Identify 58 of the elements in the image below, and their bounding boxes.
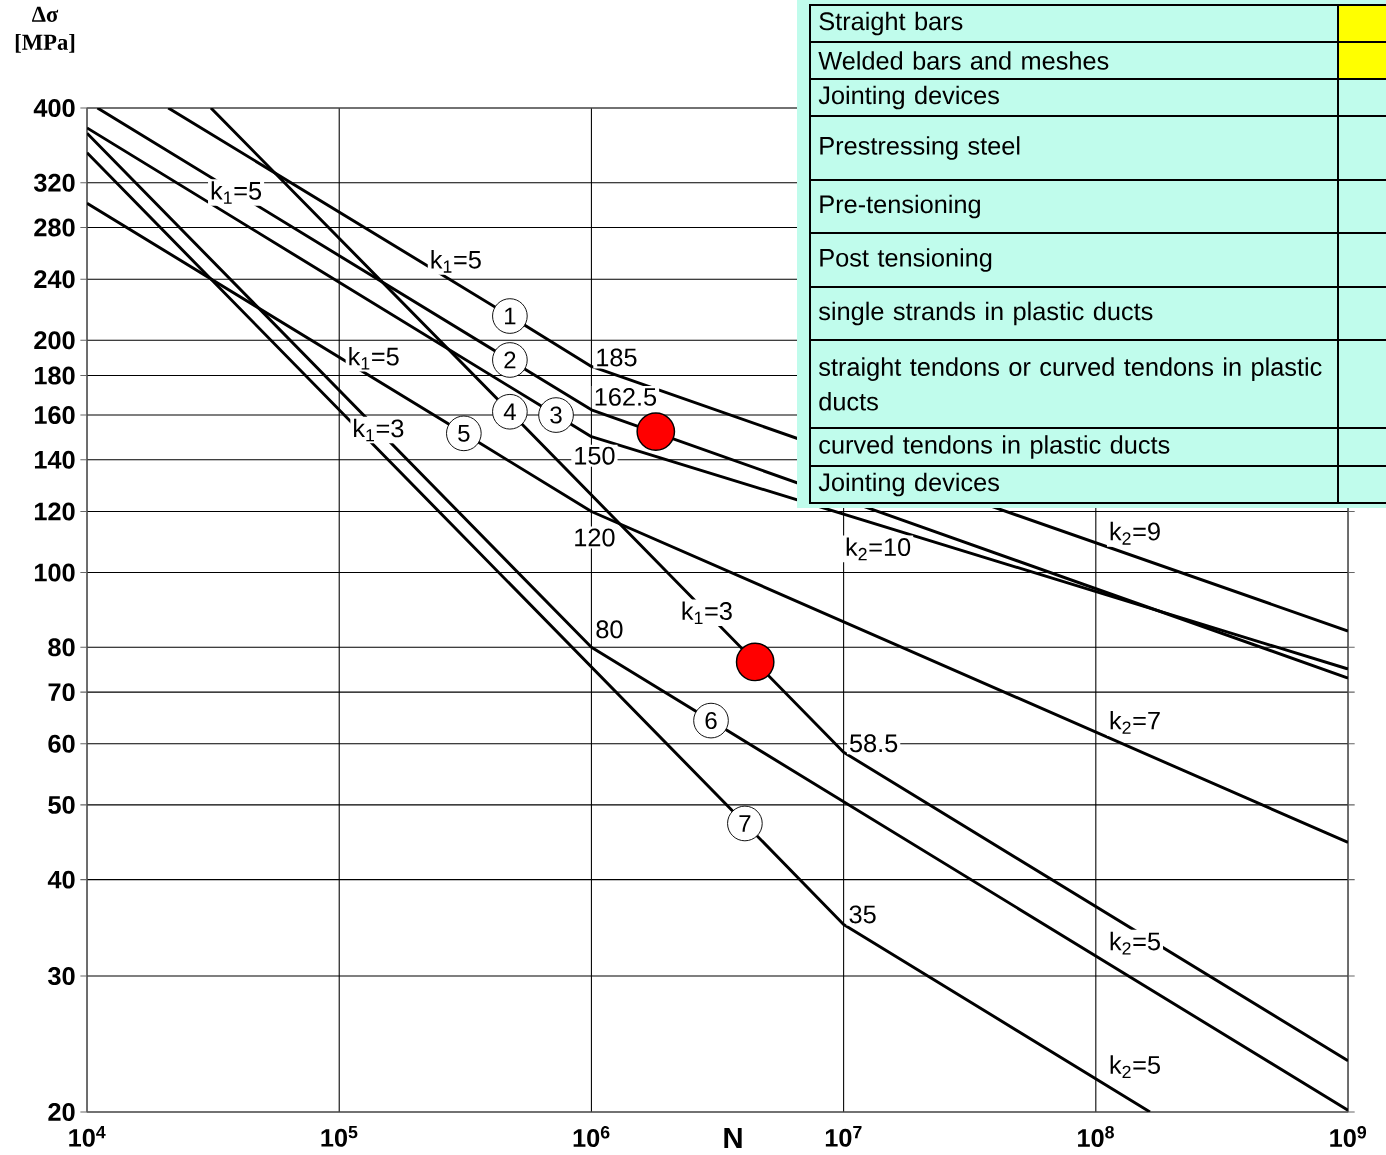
y-tick-label: 50 bbox=[48, 795, 75, 814]
y-tick-label: 70 bbox=[48, 683, 75, 702]
y-tick-label: 280 bbox=[34, 218, 75, 237]
annotation: Post tensioning bbox=[820, 248, 992, 272]
annotation: 3 bbox=[550, 406, 562, 424]
x-tick-label: 10$^{5}$ bbox=[321, 1126, 358, 1147]
annotation: 1 bbox=[505, 307, 516, 325]
annotation: k$_{2}$=5 bbox=[1110, 931, 1160, 955]
y-tick-label: 80 bbox=[48, 638, 75, 657]
annotation: k$_{2}$=10 bbox=[846, 537, 911, 561]
annotation: 162.5 bbox=[595, 387, 657, 406]
annotation: 6 bbox=[705, 712, 717, 730]
text: Straight bars bbox=[819, 11, 963, 36]
y-tick-label: 30 bbox=[48, 967, 75, 986]
annotation: Jointing devices bbox=[818, 472, 999, 497]
x-tick-label: 10$^{4}$ bbox=[69, 1126, 106, 1147]
y-tick-label: 60 bbox=[48, 734, 75, 753]
annotation: Pre-tensioning bbox=[820, 194, 980, 219]
annotation: curved tendons in plastic ducts bbox=[819, 435, 1170, 459]
y-tick-label: 120 bbox=[34, 502, 75, 521]
annotation: 7 bbox=[739, 815, 751, 832]
text: Welded bars and meshes bbox=[818, 51, 1109, 70]
x-tick-label: 10$^{8}$ bbox=[1078, 1126, 1114, 1147]
annotation: 4 bbox=[503, 403, 516, 420]
y-tick-label: 20 bbox=[48, 1103, 75, 1121]
annotation: 185 bbox=[597, 348, 637, 367]
annotation: single strands in plastic ducts bbox=[818, 301, 1153, 326]
y-tick-label: 180 bbox=[34, 366, 75, 385]
annotation: k$_{1}$=5 bbox=[211, 181, 262, 204]
annotation: Prestressing steel bbox=[820, 136, 1020, 160]
y-tick-label: 160 bbox=[34, 406, 75, 425]
annotation: 150 bbox=[575, 446, 615, 465]
annotation: k$_{1}$=3 bbox=[354, 418, 404, 442]
annotation: k$_{2}$=9 bbox=[1110, 521, 1160, 545]
annotation: 35 bbox=[849, 905, 876, 924]
y-tick-label: 40 bbox=[47, 870, 75, 889]
y-tick-label: 140 bbox=[34, 450, 75, 469]
y-tick-label: 400 bbox=[33, 99, 75, 117]
annotation: 2 bbox=[504, 351, 516, 369]
annotation: k$_{1}$=5 bbox=[431, 250, 481, 273]
x-tick-label: 10$^{7}$ bbox=[825, 1126, 862, 1147]
annotation: 58.5 bbox=[849, 734, 898, 753]
y-tick-label: 100 bbox=[34, 563, 75, 582]
y-tick-label: 200 bbox=[34, 331, 75, 350]
x-tick-label: 10$^{6}$ bbox=[573, 1126, 610, 1147]
annotation: k$_{1}$=3 bbox=[682, 601, 732, 625]
annotation: 120 bbox=[575, 528, 615, 547]
y-tick-label: 320 bbox=[33, 173, 75, 192]
y-tick-label: 240 bbox=[34, 270, 75, 289]
y-axis-title: Δσ [MPa] bbox=[15, 6, 75, 53]
annotation: k$_{1}$=5 bbox=[349, 346, 399, 370]
annotation: 80 bbox=[596, 620, 623, 639]
x-axis-title: N bbox=[724, 1127, 742, 1149]
annotation: k$_{2}$=7 bbox=[1110, 711, 1160, 734]
annotation: k$_{2}$=5 bbox=[1110, 1055, 1160, 1079]
x-tick-label: 10$^{9}$ bbox=[1330, 1126, 1367, 1147]
annotation: 5 bbox=[458, 424, 470, 442]
annotation: Jointing devices bbox=[818, 85, 999, 110]
